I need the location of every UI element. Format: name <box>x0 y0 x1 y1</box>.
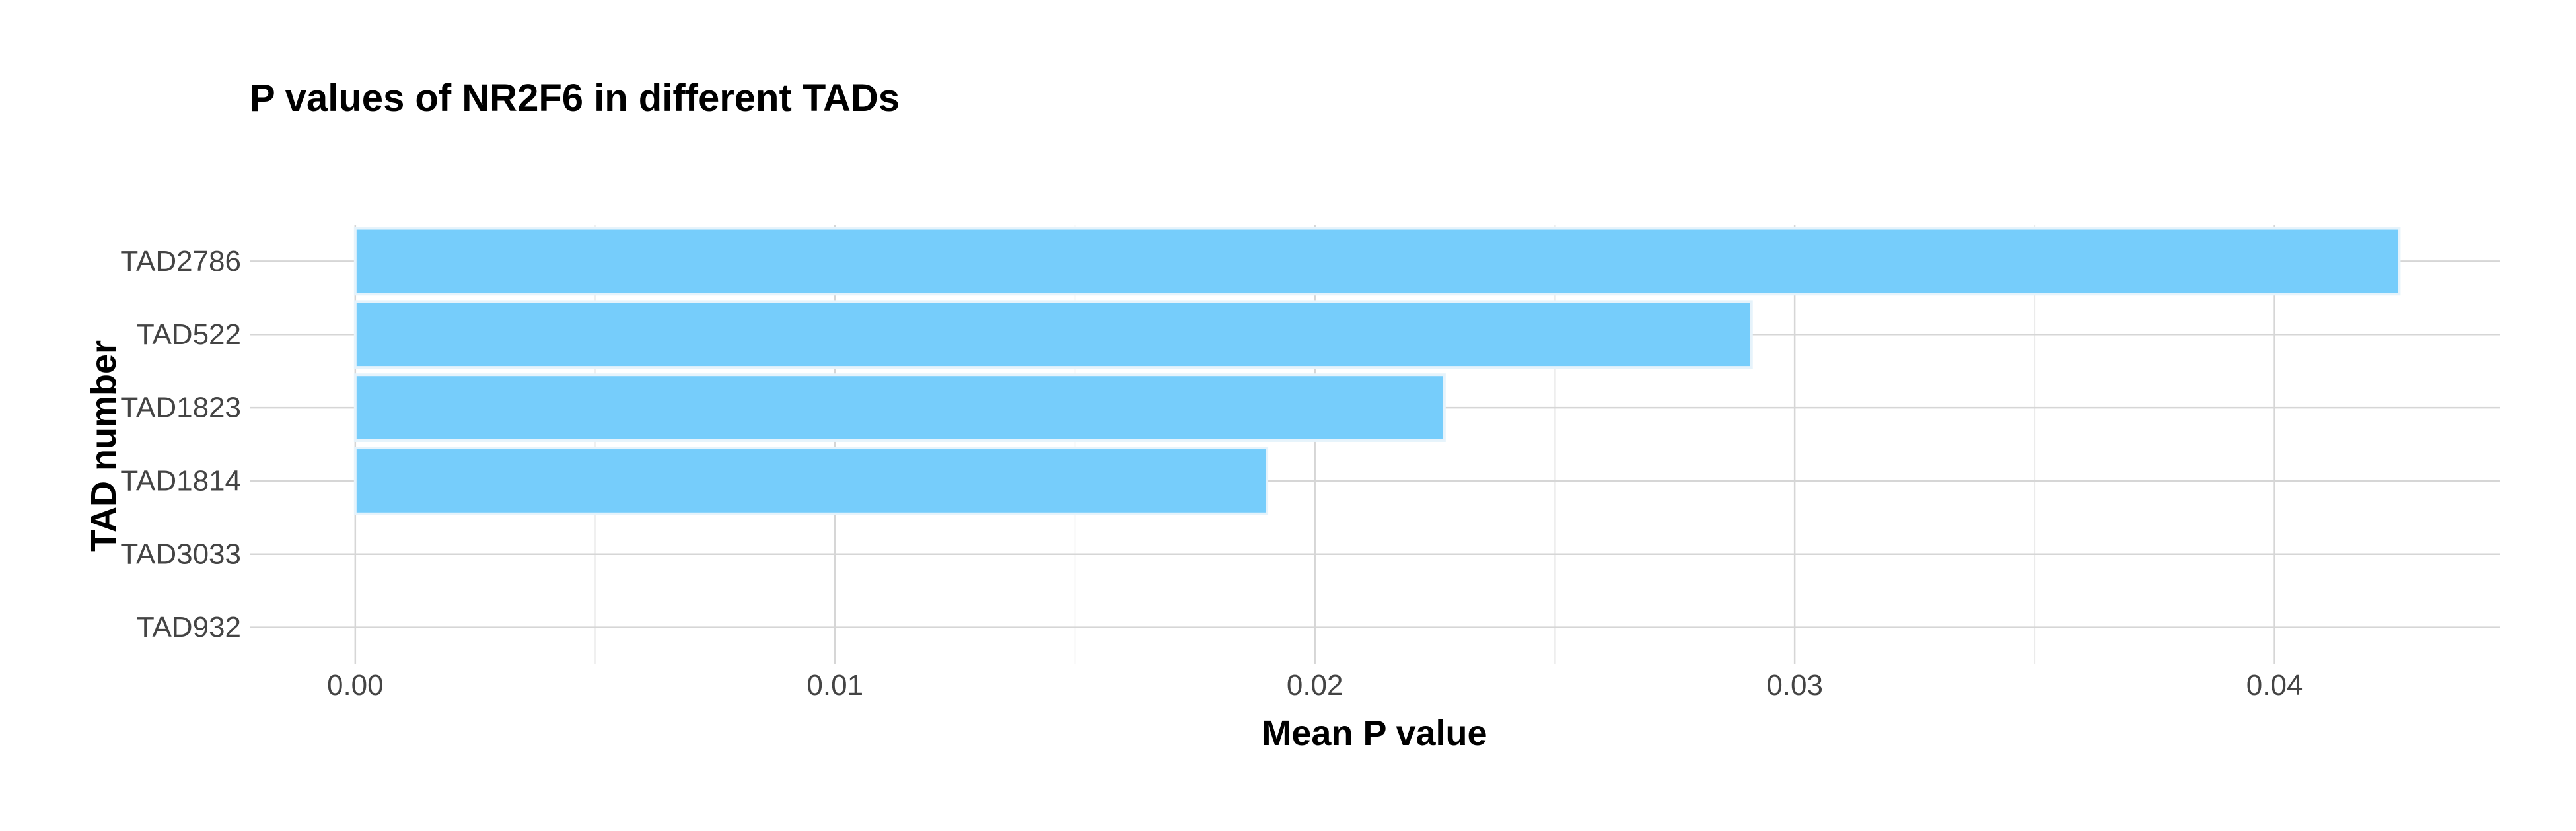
x-tick-label: 0.01 <box>806 669 863 702</box>
y-tick-label: TAD3033 <box>120 538 241 570</box>
x-tick-label: 0.03 <box>1766 669 1823 702</box>
x-axis-title: Mean P value <box>1262 713 1487 753</box>
bars <box>353 227 2401 515</box>
bar-tad1814 <box>353 447 1269 515</box>
y-tick-label: TAD932 <box>137 611 241 643</box>
y-tick-labels: TAD2786 TAD522 TAD1823 TAD1814 TAD3033 TAD932 <box>120 245 241 643</box>
y-axis-title: TAD number <box>84 340 124 552</box>
bar-tad2786 <box>353 227 2401 296</box>
bar-tad1823 <box>353 373 1446 442</box>
x-tick-labels: 0.00 0.01 0.02 0.03 0.04 <box>327 669 2303 702</box>
chart-title: P values of NR2F6 in different TADs <box>250 77 900 120</box>
bar-tad522 <box>353 300 1753 369</box>
x-tick-label: 0.04 <box>2246 669 2303 702</box>
y-tick-label: TAD1823 <box>120 392 241 424</box>
y-tick-label: TAD522 <box>137 318 241 351</box>
y-tick-label: TAD2786 <box>120 245 241 277</box>
x-tick-label: 0.00 <box>327 669 384 702</box>
x-tick-label: 0.02 <box>1287 669 1343 702</box>
y-tick-label: TAD1814 <box>120 464 241 497</box>
